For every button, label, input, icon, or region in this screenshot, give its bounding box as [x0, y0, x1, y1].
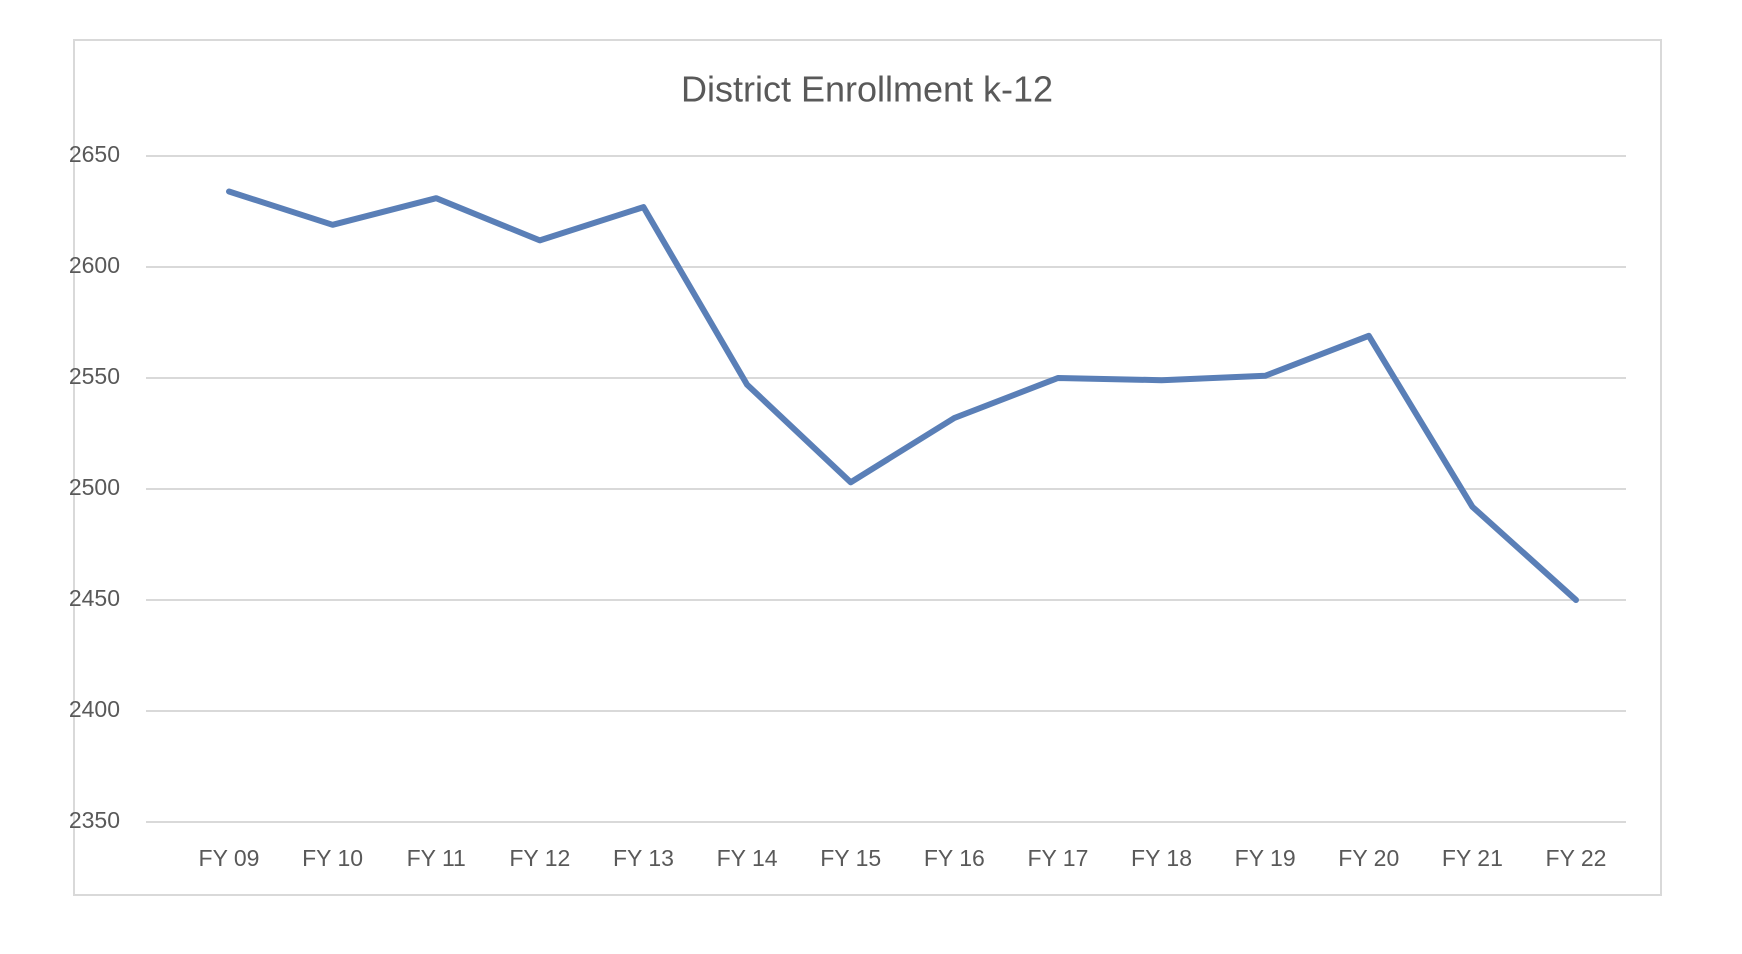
- y-tick-label: 2650: [69, 141, 120, 167]
- data-line: [226, 188, 1579, 603]
- x-tick-label: FY 14: [717, 845, 778, 871]
- x-tick-label: FY 12: [509, 845, 570, 871]
- x-tick-label: FY 15: [820, 845, 881, 871]
- x-tick-label: FY 21: [1442, 845, 1503, 871]
- y-tick-label: 2550: [69, 363, 120, 389]
- x-tick-label: FY 22: [1546, 845, 1607, 871]
- x-tick-label: FY 13: [613, 845, 674, 871]
- chart-title: District Enrollment k-12: [681, 69, 1053, 110]
- y-tick-label: 2600: [69, 252, 120, 278]
- x-tick-label: FY 17: [1027, 845, 1088, 871]
- y-tick-label: 2450: [69, 585, 120, 611]
- x-tick-label: FY 16: [924, 845, 985, 871]
- y-tick-label: 2400: [69, 696, 120, 722]
- x-tick-label: FY 11: [407, 845, 466, 871]
- x-tick-label: FY 10: [302, 845, 363, 871]
- x-tick-label: FY 20: [1338, 845, 1399, 871]
- y-tick-label: 2500: [69, 474, 120, 500]
- x-tick-label: FY 18: [1131, 845, 1192, 871]
- x-tick-label: FY 19: [1235, 845, 1296, 871]
- x-tick-label: FY 09: [199, 845, 260, 871]
- y-tick-label: 2350: [69, 807, 120, 833]
- chart-frame: [73, 39, 1662, 896]
